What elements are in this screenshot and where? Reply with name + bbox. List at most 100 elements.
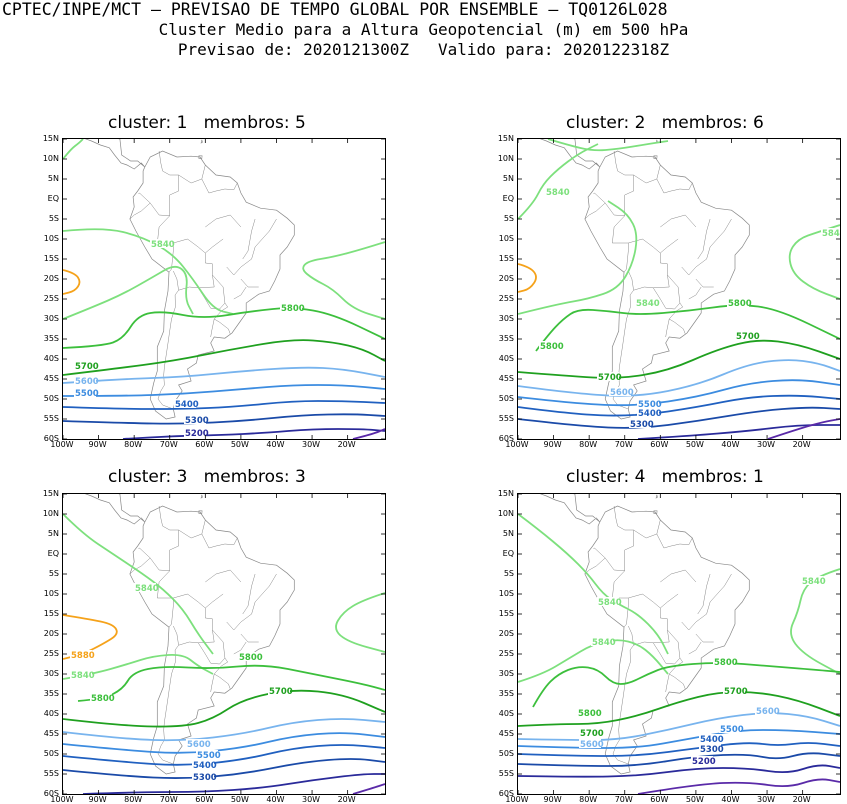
country-border bbox=[173, 593, 215, 646]
lat-label: 25S bbox=[498, 649, 514, 658]
contour-label: 5500 bbox=[720, 725, 744, 735]
country-border bbox=[665, 673, 670, 693]
country-border bbox=[628, 238, 670, 291]
contour-label-bg bbox=[70, 650, 92, 659]
country-border bbox=[660, 593, 679, 609]
contour-label-bg bbox=[539, 341, 561, 350]
contour-label: 5700 bbox=[598, 373, 622, 383]
contour-label: 5300 bbox=[630, 420, 654, 430]
country-border bbox=[242, 218, 256, 260]
lat-label: 25S bbox=[43, 294, 59, 303]
contour-label: 5840 bbox=[151, 240, 175, 250]
lon-label: 40W bbox=[266, 440, 285, 449]
lat-label: 10N bbox=[42, 509, 59, 518]
contour-5100 bbox=[352, 428, 385, 439]
country-border bbox=[628, 593, 670, 646]
lat-label: 5N bbox=[47, 174, 59, 183]
country-border bbox=[652, 629, 681, 665]
country-border bbox=[226, 573, 277, 631]
country-border bbox=[129, 202, 151, 220]
lon-label: 80W bbox=[579, 795, 598, 804]
lon-label: 40W bbox=[721, 795, 740, 804]
country-border bbox=[138, 505, 179, 572]
contour-label-bg bbox=[579, 728, 601, 737]
country-border bbox=[633, 519, 661, 539]
lon-label: 30W bbox=[757, 795, 776, 804]
panel-2-map: 5840 5840 5840 5800 5800 5700 5700 5600 55005400… bbox=[517, 138, 841, 440]
country-border bbox=[178, 519, 206, 539]
country-border bbox=[584, 202, 606, 220]
header-line-1: CPTEC/INPE/MCT — PREVISAO DE TEMPO GLOBA… bbox=[2, 0, 668, 19]
country-border bbox=[612, 215, 629, 273]
lat-label: 10S bbox=[498, 234, 514, 243]
contour-label: 5400 bbox=[193, 761, 217, 771]
contour-label: 5400 bbox=[638, 409, 662, 419]
contour-5840 bbox=[547, 139, 669, 152]
panel-4-map: 5840 5840 5840 5800 5800 5700 5600 5700 5600 5500… bbox=[517, 493, 841, 795]
lat-label: 60S bbox=[43, 789, 59, 798]
contour-label: 5840 bbox=[546, 188, 570, 198]
lat-label: 40S bbox=[43, 354, 59, 363]
contour-label-bg bbox=[637, 408, 659, 417]
contour-5100 bbox=[352, 783, 385, 794]
lat-label: 35S bbox=[498, 689, 514, 698]
country-border bbox=[697, 218, 711, 260]
lat-label: EQ bbox=[502, 549, 514, 558]
lat-label: 10N bbox=[42, 154, 59, 163]
panel-4-title: cluster: 4 membros: 1 bbox=[566, 467, 764, 487]
country-border bbox=[205, 593, 224, 609]
contour-label-bg bbox=[591, 637, 613, 646]
lat-label: 55S bbox=[498, 414, 514, 423]
lon-label: 80W bbox=[124, 440, 143, 449]
country-border bbox=[242, 573, 256, 615]
contour-label-bg bbox=[691, 756, 713, 765]
coastline-island bbox=[200, 494, 203, 499]
country-border bbox=[656, 533, 693, 549]
coastline-island bbox=[198, 510, 203, 514]
contour-label: 5500 bbox=[638, 400, 662, 410]
panel-4-svg: 5840584058405800580057005600570056005500… bbox=[517, 493, 841, 795]
coastline-central-america bbox=[84, 139, 146, 170]
contour-5300 bbox=[63, 413, 385, 425]
country-border bbox=[668, 302, 686, 334]
country-border bbox=[157, 290, 179, 410]
contour-5200 bbox=[637, 424, 840, 439]
lat-label: 35S bbox=[43, 334, 59, 343]
contour-label-bg bbox=[801, 576, 823, 585]
country-border bbox=[695, 633, 714, 643]
contour-label: 5700 bbox=[75, 362, 99, 372]
contour-5800 bbox=[535, 304, 840, 352]
contour-label-bg bbox=[74, 376, 96, 385]
contour-5400 bbox=[63, 744, 385, 766]
contour-label: 5600 bbox=[610, 388, 634, 398]
header-line-3: Previsao de: 2020121300Z Valido para: 20… bbox=[177, 40, 670, 59]
country-border bbox=[233, 286, 247, 300]
contour-label-bg bbox=[268, 686, 290, 695]
contour-label-bg bbox=[186, 739, 208, 748]
panel-1-svg: 5840 5800 5700 5600 5500 5400 5300 5200 bbox=[62, 138, 386, 440]
lat-label: 40S bbox=[498, 709, 514, 718]
contour-5840 bbox=[518, 200, 638, 315]
panel-2-title: cluster: 2 membros: 6 bbox=[566, 113, 764, 133]
lon-label: 100W bbox=[505, 795, 529, 804]
contour-5400 bbox=[63, 400, 385, 410]
coastline-central-america bbox=[539, 139, 601, 170]
contour-5840 bbox=[63, 653, 214, 680]
contour-5840 bbox=[63, 139, 84, 160]
lon-label: 30W bbox=[302, 795, 321, 804]
country-border bbox=[205, 214, 242, 228]
contour-5840 bbox=[63, 228, 234, 315]
header-line-2: Cluster Medio para a Altura Geopotencial… bbox=[158, 20, 689, 39]
lat-label: 15N bbox=[497, 489, 514, 498]
coastline-central-america bbox=[84, 494, 146, 525]
contour-5840 bbox=[518, 143, 599, 220]
country-border bbox=[157, 570, 174, 628]
contour-5800 bbox=[532, 662, 840, 708]
lat-label: 50S bbox=[498, 749, 514, 758]
contour-label-bg bbox=[545, 187, 567, 196]
lat-label: 10N bbox=[497, 509, 514, 518]
contour-label: 5840 bbox=[598, 598, 622, 608]
lat-label: 35S bbox=[498, 334, 514, 343]
contour-label: 5800 bbox=[281, 304, 305, 314]
